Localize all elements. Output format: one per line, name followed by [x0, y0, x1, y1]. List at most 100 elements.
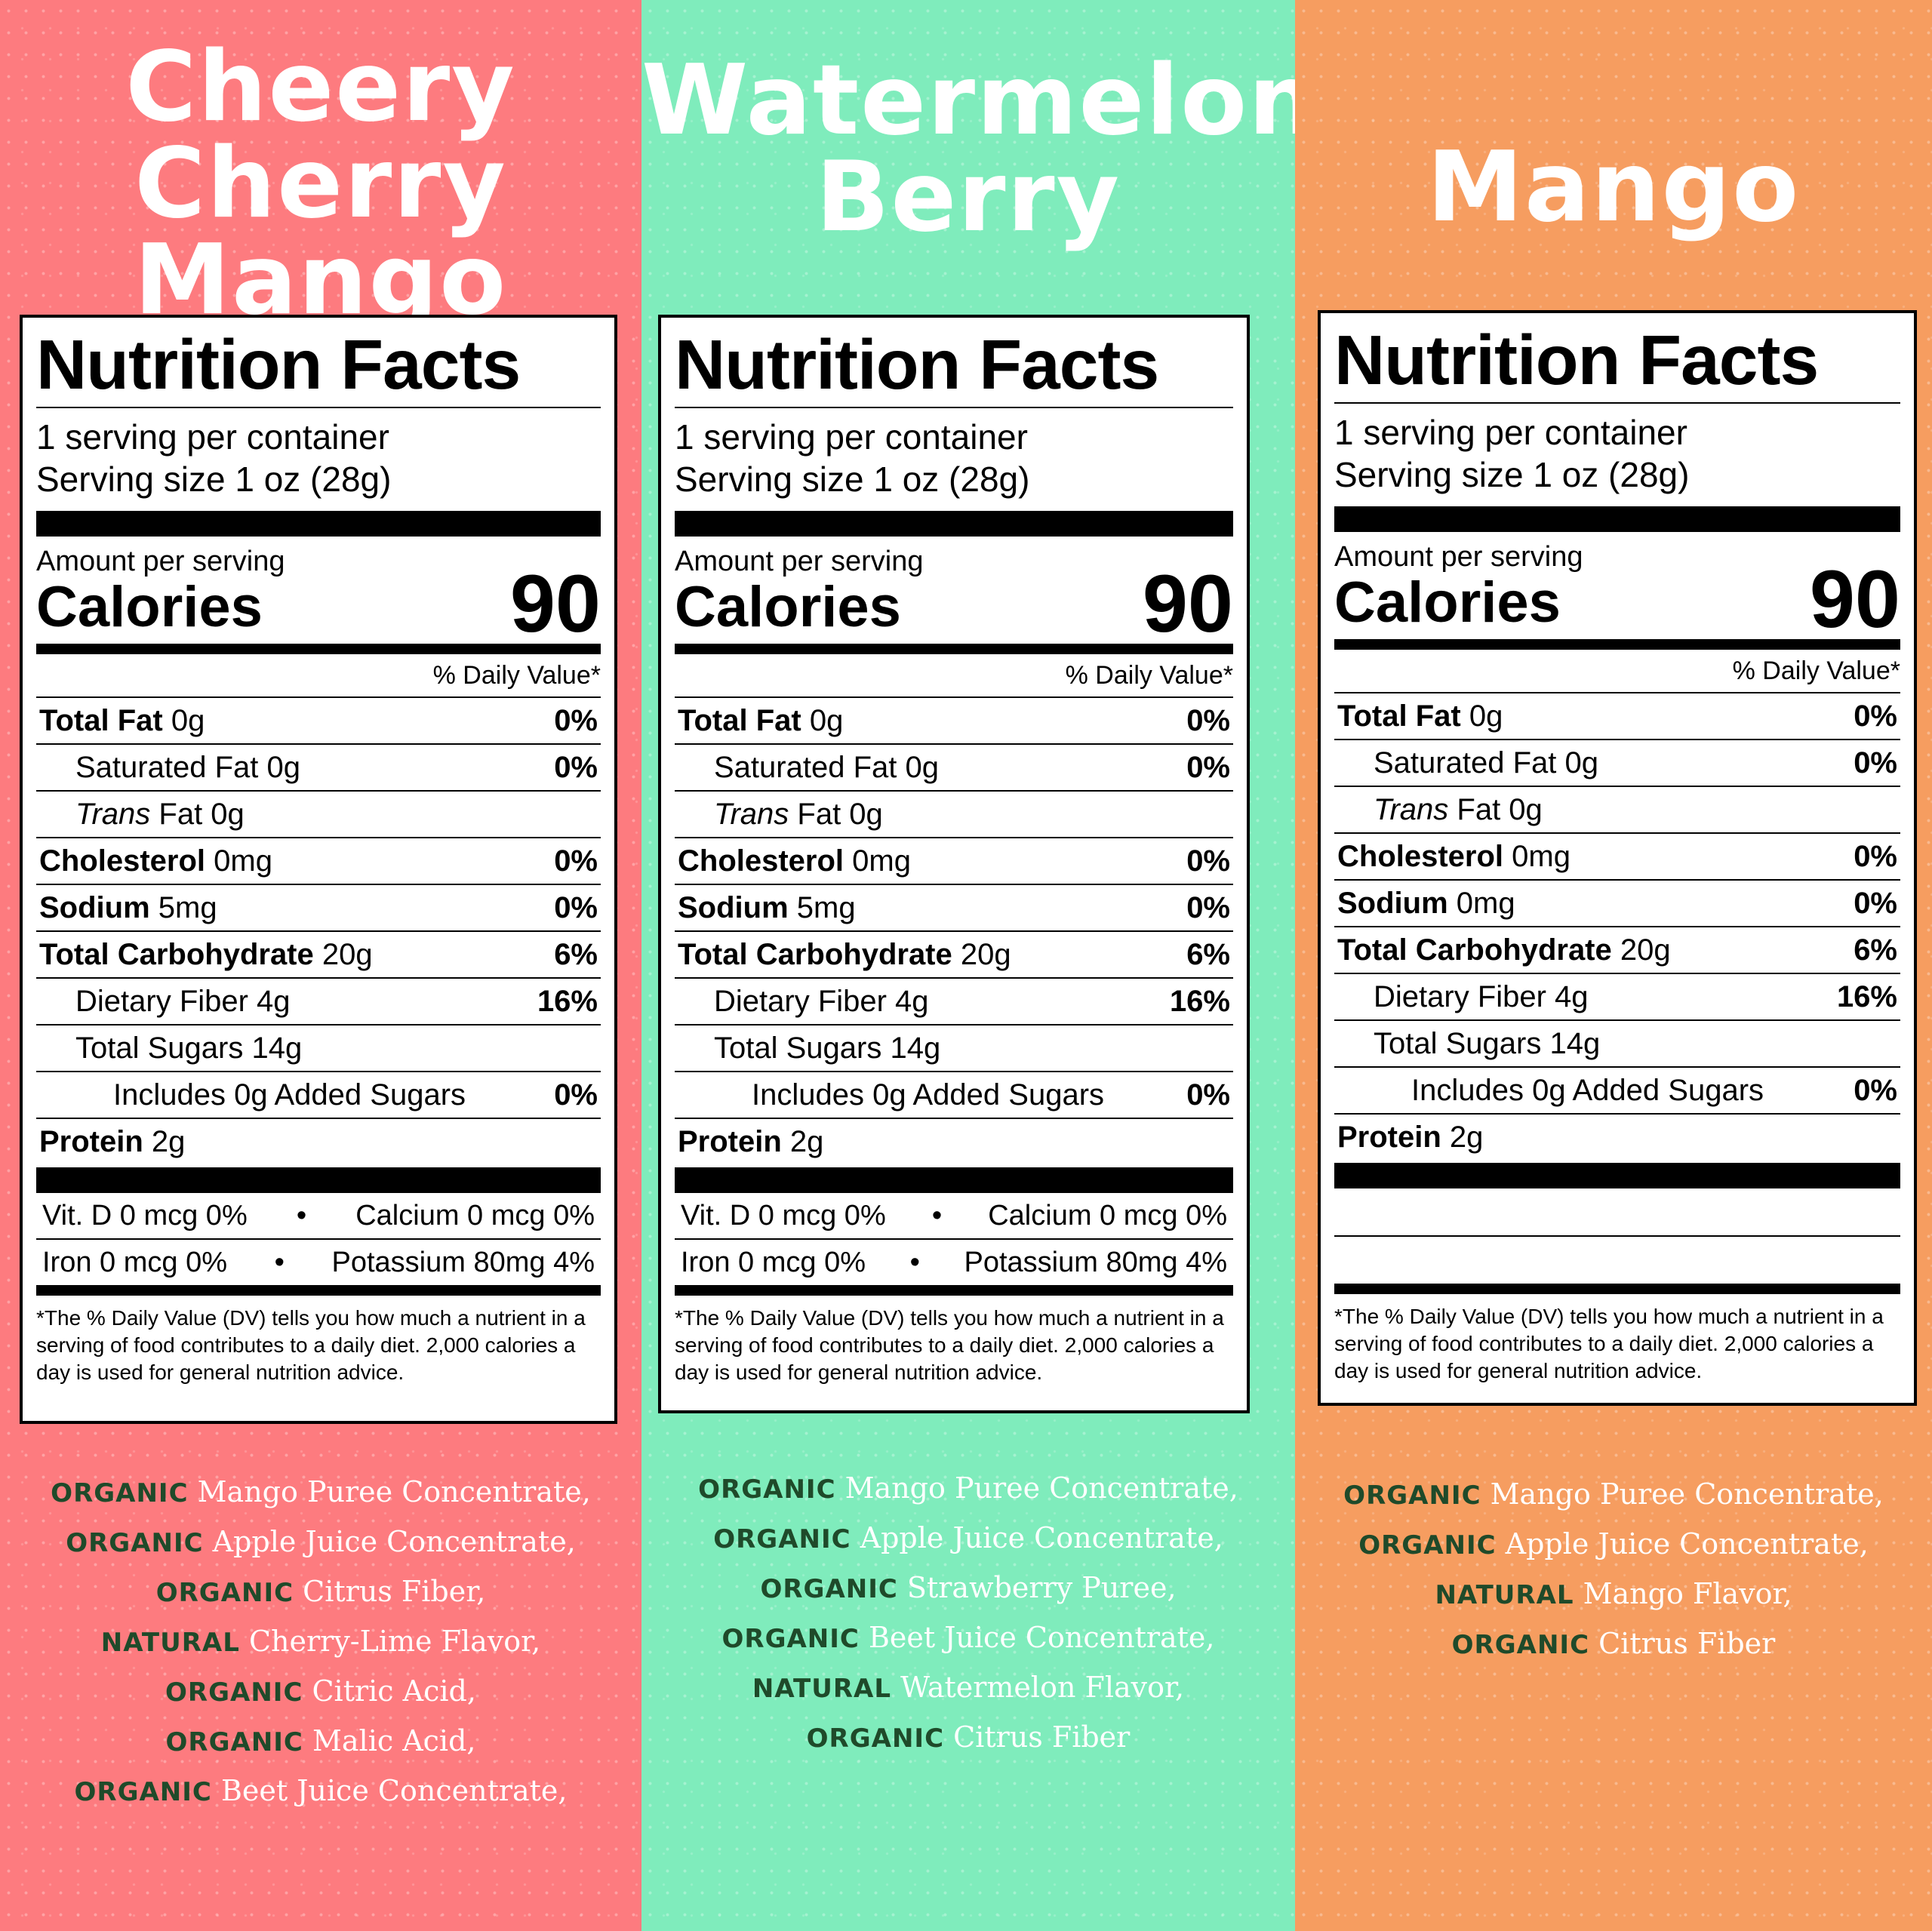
nutrient-percent: 0%	[1186, 1078, 1230, 1112]
ingredient-qualifier: ORGANIC	[155, 1578, 294, 1608]
trans-fat-row: Trans Fat 0g	[36, 792, 601, 838]
nutrient-percent: 0%	[1854, 886, 1897, 920]
ingredient-qualifier: NATURAL	[1435, 1580, 1574, 1610]
vitamin-row: Vit. D 0 mcg 0% • Calcium 0 mcg 0%	[36, 1193, 601, 1240]
sodium-row: Sodium 5mg 0%	[36, 885, 601, 932]
nutrient-percent: 16%	[1169, 984, 1230, 1018]
nutrient-percent: 0%	[1186, 703, 1230, 737]
protein-row: Protein 2g	[675, 1119, 1233, 1164]
potassium: Potassium 80mg 4%	[964, 1246, 1228, 1278]
flavor-title-line: Cheery	[125, 31, 516, 143]
dietary-fiber-row: Dietary Fiber 4g 16%	[675, 979, 1233, 1025]
calories-label: Calories	[1334, 570, 1561, 635]
trans-italic: Trans	[714, 797, 789, 831]
nutrient-percent: 16%	[1836, 979, 1897, 1013]
nutrition-facts-heading: Nutrition Facts	[675, 327, 1233, 408]
ingredient-name: Citrus Fiber	[1589, 1627, 1776, 1660]
thick-divider	[675, 1167, 1233, 1193]
ingredient-qualifier: ORGANIC	[1358, 1530, 1497, 1560]
ingredient-qualifier: ORGANIC	[165, 1727, 303, 1757]
ingredient-qualifier: ORGANIC	[760, 1574, 898, 1604]
sodium-row: Sodium 0mg 0%	[1334, 881, 1900, 927]
nutrient-percent: 0%	[554, 750, 598, 784]
ingredient-qualifier: ORGANIC	[721, 1624, 860, 1654]
nutrient-name: Total Sugars 14g	[714, 1031, 941, 1065]
nutrient-name: Saturated Fat 0g	[714, 750, 939, 784]
sodium-row: Sodium 5mg 0%	[675, 885, 1233, 932]
ingredient-qualifier: ORGANIC	[74, 1777, 212, 1807]
serving-size: Serving size 1 oz (28g)	[1334, 455, 1690, 494]
panel-cheery-cherry-mango: Cheery Cherry Mango Nutrition Facts 1 se…	[0, 0, 641, 1931]
ingredient-name: Cherry-Lime Flavor,	[239, 1625, 541, 1658]
flavor-title-line: Berry	[815, 141, 1121, 254]
medium-divider	[1334, 1284, 1900, 1294]
flavor-title-line: Cherry Mango	[134, 128, 508, 337]
nutrient-amount: 0mg	[844, 844, 911, 878]
ingredient-item: ORGANIC Apple Juice Concentrate,	[1295, 1520, 1932, 1570]
ingredient-name: Beet Juice Concentrate,	[859, 1621, 1215, 1654]
mineral-row: Iron 0 mcg 0% • Potassium 80mg 4%	[36, 1240, 601, 1285]
nutrient-name: Sodium	[39, 890, 150, 924]
added-sugars-row: Includes 0g Added Sugars 0%	[675, 1072, 1233, 1119]
daily-value-header: % Daily Value*	[675, 654, 1233, 698]
calories-row: Calories 90	[36, 563, 601, 644]
trans-fat-row: Trans Fat 0g	[1334, 787, 1900, 834]
nutrient-amount: 2g	[1441, 1120, 1484, 1154]
mineral-row: Iron 0 mcg 0% • Potassium 80mg 4%	[675, 1240, 1233, 1285]
vitamin-d: Vit. D 0 mcg 0%	[681, 1199, 886, 1231]
nutrient-percent: 0%	[1854, 746, 1897, 779]
separator-dot: •	[296, 1199, 307, 1231]
flavor-title-line: Mango	[1426, 131, 1801, 244]
nutrient-name: Cholesterol	[678, 844, 844, 878]
total-fat-row: Total Fat 0g 0%	[36, 698, 601, 745]
thick-divider	[36, 511, 601, 537]
nutrition-facts-heading: Nutrition Facts	[36, 327, 601, 408]
nutrient-name: Total Carbohydrate	[678, 937, 952, 971]
ingredient-qualifier: ORGANIC	[698, 1474, 836, 1505]
calcium: Calcium 0 mcg 0%	[355, 1199, 595, 1231]
nutrient-name: Sodium	[678, 890, 789, 924]
ingredient-qualifier: ORGANIC	[713, 1524, 851, 1554]
nutrient-percent: 0%	[1854, 1073, 1897, 1107]
dietary-fiber-row: Dietary Fiber 4g 16%	[36, 979, 601, 1025]
iron: Iron 0 mcg 0%	[681, 1246, 866, 1278]
dietary-fiber-row: Dietary Fiber 4g 16%	[1334, 974, 1900, 1021]
calories-value: 90	[1142, 558, 1233, 649]
nutrient-name: Total Fat	[39, 703, 163, 737]
ingredient-name: Mango Flavor,	[1574, 1577, 1792, 1610]
trans-italic: Trans	[1374, 792, 1449, 826]
nutrition-facts-label: Nutrition Facts 1 serving per container …	[20, 315, 617, 1424]
ingredient-qualifier: NATURAL	[752, 1674, 891, 1704]
ingredient-item: ORGANIC Apple Juice Concentrate,	[641, 1514, 1295, 1564]
total-sugars-row: Total Sugars 14g	[675, 1025, 1233, 1072]
ingredient-qualifier: ORGANIC	[165, 1677, 303, 1708]
nutrient-percent: 6%	[554, 937, 598, 971]
ingredient-qualifier: ORGANIC	[806, 1723, 945, 1754]
ingredient-item: ORGANIC Beet Juice Concentrate,	[641, 1613, 1295, 1663]
nutrient-name: Total Fat	[678, 703, 801, 737]
trans-fat-row: Trans Fat 0g	[675, 792, 1233, 838]
ingredient-name: Citrus Fiber,	[294, 1575, 486, 1608]
ingredient-qualifier: ORGANIC	[51, 1478, 189, 1508]
cholesterol-row: Cholesterol 0mg 0%	[1334, 834, 1900, 881]
medium-divider	[36, 1285, 601, 1296]
thick-divider	[36, 1167, 601, 1193]
daily-value-footnote: *The % Daily Value (DV) tells you how mu…	[1334, 1305, 1884, 1382]
nutrient-name: Total Carbohydrate	[1337, 933, 1612, 967]
ingredient-qualifier: ORGANIC	[66, 1528, 204, 1558]
nutrient-name: Total Sugars 14g	[1374, 1026, 1601, 1060]
empty-mineral-row	[1334, 1237, 1900, 1284]
ingredient-item: ORGANIC Citric Acid,	[0, 1667, 641, 1717]
nutrient-amount: 5mg	[788, 890, 856, 924]
nutrient-name: Sodium	[1337, 886, 1448, 920]
ingredient-item: ORGANIC Apple Juice Concentrate,	[0, 1517, 641, 1567]
ingredient-name: Watermelon Flavor,	[891, 1671, 1185, 1704]
panel-watermelon-berry: Watermelon Berry Nutrition Facts 1 servi…	[641, 0, 1295, 1931]
calories-value: 90	[1809, 553, 1900, 644]
serving-size: Serving size 1 oz (28g)	[36, 460, 392, 499]
nutrient-percent: 0%	[554, 890, 598, 924]
medium-divider	[675, 1285, 1233, 1296]
total-fat-row: Total Fat 0g 0%	[675, 698, 1233, 745]
added-sugars-row: Includes 0g Added Sugars 0%	[36, 1072, 601, 1119]
nutrient-percent: 0%	[554, 844, 598, 878]
